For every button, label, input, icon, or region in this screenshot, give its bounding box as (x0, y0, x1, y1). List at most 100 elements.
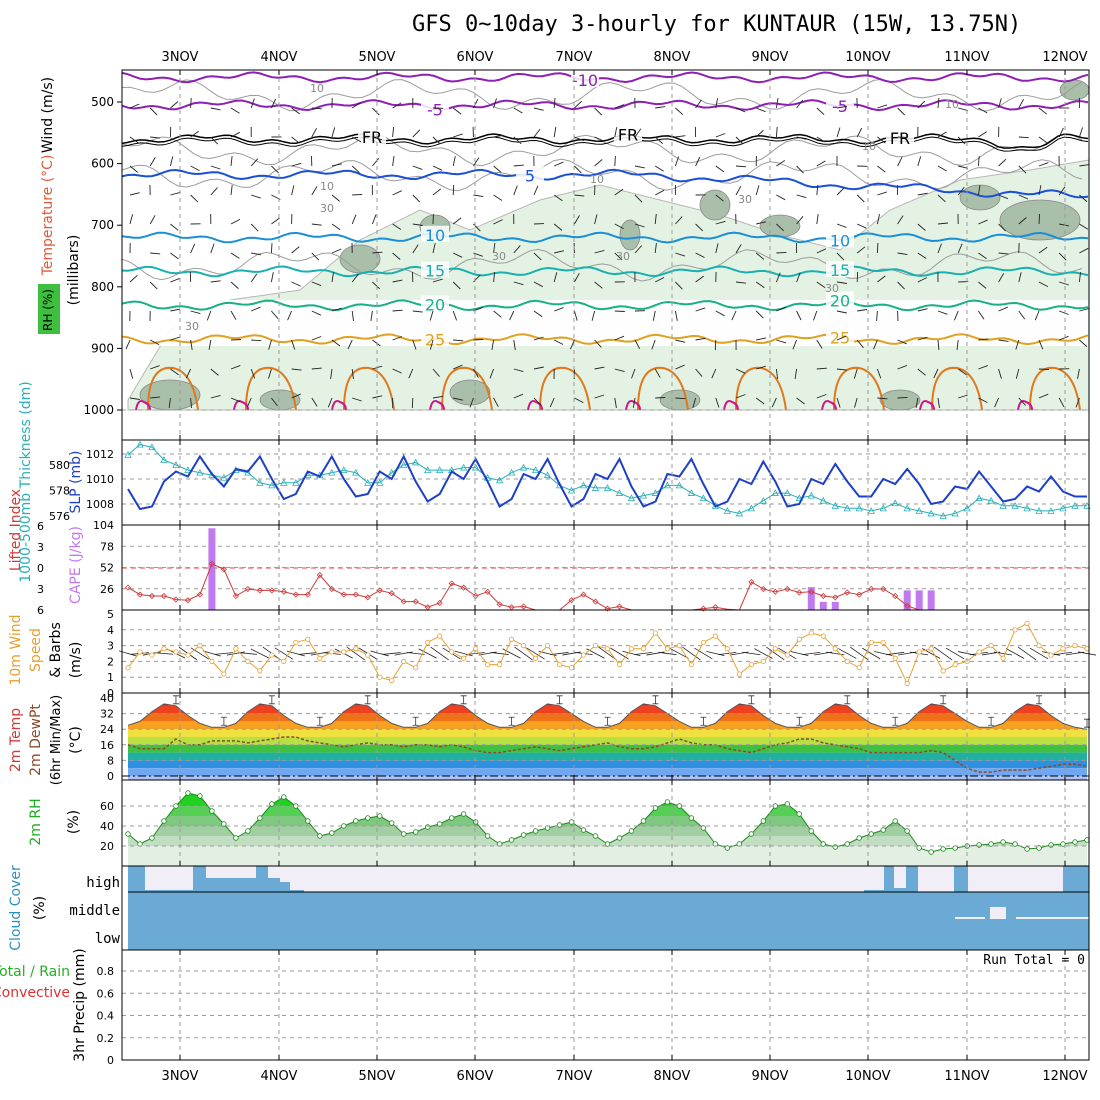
wind-speed-point (245, 658, 251, 665)
wind-barb (836, 127, 841, 138)
wind-barb (493, 310, 502, 318)
wind-barb (574, 165, 582, 174)
wind-barb (614, 188, 624, 196)
wind-barb (432, 243, 436, 254)
wind-tick-label: 3 (107, 640, 114, 653)
wind-barb (210, 107, 221, 111)
wind-barb (735, 136, 744, 145)
wind-barb (489, 368, 495, 379)
isotherm-30 (441, 366, 493, 411)
rh-legend-swatch (38, 284, 60, 334)
lifted-index-point (184, 597, 192, 604)
wind-barb (453, 397, 463, 401)
dewpt-axis-label: 2m DewPt (28, 704, 44, 776)
wind-speed-point (952, 661, 958, 668)
wind-speed-point (137, 649, 143, 655)
rh-point (472, 819, 479, 825)
wind-barb (854, 397, 858, 408)
isotherm (121, 333, 1089, 346)
lifted-index-point (856, 591, 863, 598)
isotherm (121, 99, 1089, 112)
wind-barb (998, 158, 1007, 167)
wind-barb (372, 339, 381, 347)
wind-barb (917, 252, 927, 259)
wind-barb (412, 310, 423, 313)
cloud-clear (1016, 917, 1090, 919)
wind-barb (836, 397, 841, 408)
thickness-point (819, 496, 827, 504)
rh-high-shading (1059, 79, 1090, 101)
cape-bar (807, 587, 815, 610)
isotherm-35 (527, 400, 543, 411)
isotherm-label-bg (421, 225, 449, 242)
wind-barb (711, 368, 717, 379)
wind-barb (351, 273, 359, 283)
wind-barb (1038, 107, 1048, 115)
rh-point (508, 837, 515, 843)
wind-barb (168, 397, 171, 408)
slp-tick-label: 1008 (86, 498, 114, 511)
wind-barb (351, 102, 361, 109)
wind-barb (816, 136, 826, 143)
rh-point (760, 818, 767, 824)
temp-band (128, 744, 1087, 753)
thickness-point (1047, 507, 1055, 514)
wind-barb (270, 242, 273, 254)
wind-barb (1018, 310, 1026, 320)
precip-total-label: Total / Rain (0, 964, 70, 980)
x-tick-label-top: 3NOV (162, 50, 199, 65)
wind-barb (574, 194, 585, 197)
wind-barb (877, 397, 888, 400)
isotherm-label-bg (826, 328, 854, 345)
isotherm (121, 136, 1089, 152)
lifted-index-point (340, 591, 347, 598)
wind-barb (553, 194, 563, 202)
wind-barb (594, 339, 602, 348)
wind-barb (452, 281, 461, 290)
wind-barb (452, 107, 462, 115)
wind-barb (695, 223, 704, 232)
wind-barb (1058, 127, 1064, 138)
wind-barb (270, 98, 277, 109)
isotherm-label: FR (362, 128, 382, 147)
wind-barb (1034, 310, 1040, 321)
thickness-point (567, 486, 576, 494)
isotherm-label: 15 (425, 262, 445, 281)
lifted-index-point (172, 596, 180, 603)
wind-barb-10m (274, 647, 294, 660)
wind-barb (956, 339, 959, 350)
rh-point (892, 818, 898, 824)
rh-contour-label: 10 (590, 173, 604, 186)
wind-barb (1038, 281, 1049, 287)
rh-point (245, 828, 251, 834)
wind-speed-point (161, 646, 167, 652)
thickness-line (127, 444, 1087, 517)
thickness-tick-label: 578 (49, 485, 70, 498)
wind-barb-10m (706, 650, 725, 657)
lifted-index-point (832, 594, 839, 601)
thickness-point (939, 512, 947, 519)
thickness-point (843, 504, 851, 512)
wind-barb (574, 273, 580, 283)
x-tick-label-bottom: 10NOV (845, 1069, 890, 1084)
wind-speed-point (449, 649, 455, 655)
wind-unit-label: (m/s) (68, 642, 84, 679)
wind-barb (129, 103, 140, 109)
wind-barb-10m (682, 646, 701, 661)
wind-barb (978, 310, 985, 320)
isotherm-30 (1029, 366, 1081, 411)
wind-speed-point (760, 658, 766, 665)
wind-barb (432, 136, 441, 145)
wind-barb (149, 157, 156, 167)
wind-barb (1077, 368, 1080, 379)
wind-barb (553, 272, 558, 283)
lifted-index-point (760, 585, 767, 593)
wind-barb (796, 216, 804, 225)
wind-barb (977, 155, 980, 167)
wind-barb (957, 243, 963, 254)
wind-speed-point (580, 652, 587, 658)
wind-speed-point (197, 642, 203, 649)
wind-speed-point (305, 636, 311, 642)
thickness-tick-label: 576 (49, 510, 70, 523)
temp-unit-label: (°C) (68, 726, 84, 754)
